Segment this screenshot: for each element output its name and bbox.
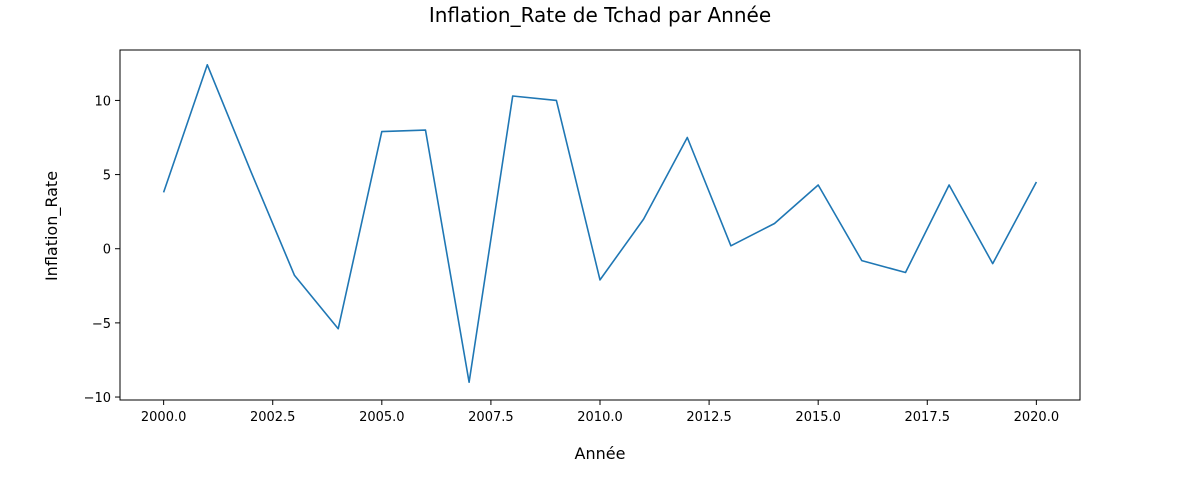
x-tick-label: 2007.5	[468, 410, 514, 425]
y-tick-label: 5	[103, 169, 111, 184]
x-tick-label: 2020.0	[1014, 410, 1060, 425]
x-axis-label: Année	[575, 444, 626, 463]
x-tick-label: 2015.0	[795, 410, 841, 425]
y-tick-label: −5	[92, 317, 111, 332]
plot-area: 2000.0 2002.5 2005.0 2007.5 2010.0 2012.5 2015…	[84, 49, 1081, 425]
x-tick-label: 2000.0	[141, 410, 187, 425]
y-axis-label: Inflation_Rate	[42, 171, 62, 281]
x-tick-label: 2002.5	[250, 410, 296, 425]
y-tick-label: 0	[103, 243, 111, 258]
x-tick-label: 2012.5	[686, 410, 732, 425]
series-line-0	[162, 64, 1038, 384]
x-tick-label: 2005.0	[359, 410, 405, 425]
plot-frame	[119, 49, 1081, 401]
x-tick-label: 2010.0	[577, 410, 623, 425]
x-tick-label: 2017.5	[905, 410, 951, 425]
y-tick-label: −10	[84, 391, 111, 406]
y-tick-label: 10	[94, 94, 111, 109]
chart-title: Inflation_Rate de Tchad par Année	[429, 3, 771, 27]
